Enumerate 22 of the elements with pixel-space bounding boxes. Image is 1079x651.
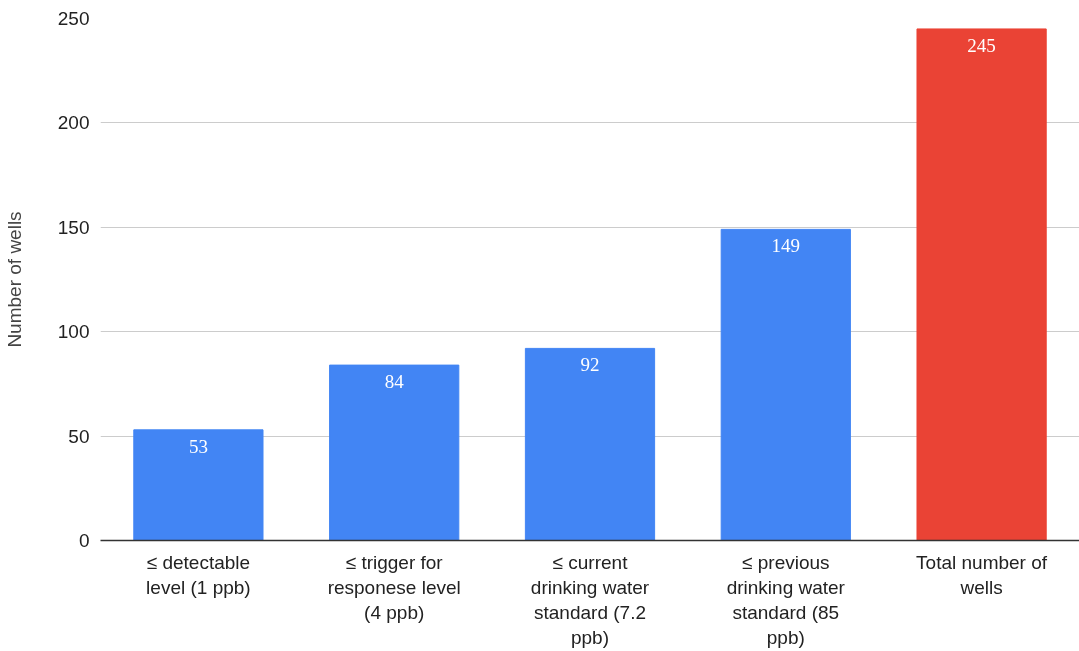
- y-tick-label: 200: [57, 112, 90, 134]
- y-tick-label: 100: [57, 321, 90, 343]
- x-tick-label: ≤ detectable level (1 ppb): [146, 551, 251, 598]
- bar: [329, 364, 460, 541]
- x-tick-label: ≤ trigger for responese level (4 ppb): [327, 551, 461, 623]
- y-tick-label: 150: [57, 216, 90, 238]
- data-label: 92: [580, 354, 600, 376]
- y-axis-title: Number of wells: [3, 211, 25, 348]
- bar: [133, 429, 264, 541]
- data-label: 245: [967, 34, 996, 56]
- data-label: 149: [771, 235, 801, 257]
- data-label: 84: [384, 371, 405, 393]
- y-tick-label: 50: [68, 425, 90, 447]
- bar: [720, 228, 851, 541]
- data-label: 53: [188, 435, 208, 457]
- y-tick-label: 0: [78, 530, 90, 551]
- x-tick-label: ≤ previous drinking water standard (85 ppb): [726, 551, 846, 649]
- y-tick-label: 250: [57, 8, 90, 29]
- bar: [916, 28, 1047, 541]
- x-tick-label: Total number of wells: [916, 551, 1048, 598]
- x-tick-label: ≤ current drinking water standard (7.2 ppb): [530, 551, 650, 649]
- bar: [524, 347, 656, 541]
